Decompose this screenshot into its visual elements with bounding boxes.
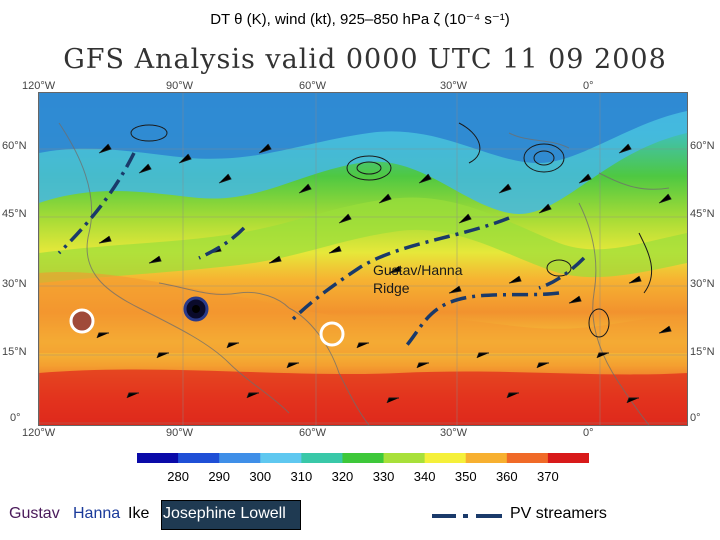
colorbar-tick-label: 280 — [167, 469, 189, 484]
pv-streamer-legend-symbol — [432, 514, 502, 518]
pv-streamer-ridge-east — [405, 291, 560, 347]
pv-streamer-ridge-west — [287, 216, 510, 325]
ike-eye — [192, 305, 200, 313]
equatorial-hot-band — [39, 369, 687, 425]
ridge-annotation-line2: Ridge — [373, 280, 410, 296]
colorbar: 280 290 300 310 320 330 340 350 360 370 — [137, 453, 590, 492]
map-title: GFS Analysis valid 0000 UTC 11 09 2008 — [63, 44, 667, 75]
colorbar-swatch — [342, 453, 385, 463]
colorbar-tick-label: 320 — [332, 469, 354, 484]
colorbar-swatch — [219, 453, 261, 463]
coastlines — [58, 122, 670, 425]
colorbar-swatch — [301, 453, 343, 463]
lon-label-top-120w: 120°W — [22, 80, 56, 92]
colorbar-tick-label: 340 — [414, 469, 436, 484]
wind-barbs — [96, 143, 672, 404]
graticule — [39, 93, 687, 425]
vorticity-contours — [130, 122, 653, 338]
lon-label-bottom-30w: 30°W — [440, 427, 468, 439]
colorbar-swatch — [465, 453, 508, 463]
gustav-marker — [69, 308, 95, 334]
legend-pv-streamers: PV streamers — [510, 505, 607, 522]
colorbar-tick-label: 310 — [291, 469, 313, 484]
lat-label-right-0: 0° — [690, 412, 701, 424]
colorbar-swatches — [137, 453, 590, 463]
lat-label-left-60n: 60°N — [2, 140, 27, 152]
lat-label-right-60n: 60°N — [690, 140, 715, 152]
ridge-annotation-line1: Gustav/Hanna — [373, 262, 463, 278]
legend-hanna: Hanna — [73, 505, 121, 522]
colorbar-swatch — [547, 453, 590, 463]
lat-label-left-30n: 30°N — [2, 278, 27, 290]
coldest-air-region — [39, 93, 687, 163]
lat-label-left-15n: 15°N — [2, 346, 27, 358]
map-panel: Gustav/Hanna Ridge — [38, 92, 688, 426]
colorbar-swatch — [260, 453, 302, 463]
lon-label-bottom-60w: 60°W — [299, 427, 327, 439]
legend-gustav: Gustav — [9, 505, 60, 522]
theta-field-map: Gustav/Hanna Ridge — [39, 93, 687, 425]
lon-label-top-60w: 60°W — [299, 80, 327, 92]
legend-josephine-lowell-box — [161, 500, 301, 530]
lon-label-top-90w: 90°W — [166, 80, 194, 92]
colorbar-swatch — [178, 453, 220, 463]
pv-streamer-west — [57, 152, 136, 255]
figure-caption: DT θ (K), wind (kt), 925–850 hPa ζ (10⁻⁴… — [210, 11, 510, 28]
lat-label-right-15n: 15°N — [690, 346, 715, 358]
colorbar-graphic: 280 290 300 310 320 330 340 350 360 370 — [137, 453, 590, 484]
colorbar-tick-label: 290 — [208, 469, 230, 484]
lat-label-right-30n: 30°N — [690, 278, 715, 290]
legend-josephine-lowell: Josephine Lowell — [163, 505, 286, 522]
lon-label-top-30w: 30°W — [440, 80, 468, 92]
pv-streamer-central — [198, 226, 246, 260]
colorbar-tick-label: 330 — [373, 469, 395, 484]
pv-streamer-east — [538, 256, 586, 290]
lon-label-bottom-120w: 120°W — [22, 427, 56, 439]
colorbar-swatch — [506, 453, 549, 463]
colorbar-tick-label: 360 — [496, 469, 518, 484]
pv-streamers — [57, 152, 586, 347]
warm-band — [39, 197, 687, 283]
colorbar-swatch — [424, 453, 467, 463]
colorbar-swatch — [137, 453, 179, 463]
colorbar-tick-label: 300 — [249, 469, 271, 484]
colorbar-tick-label: 370 — [537, 469, 559, 484]
colorbar-tick-labels: 280 290 300 310 320 330 340 350 360 370 — [167, 469, 559, 484]
lon-label-bottom-90w: 90°W — [166, 427, 194, 439]
josephine-marker — [319, 321, 345, 347]
colorbar-tick-label: 350 — [455, 469, 477, 484]
lat-label-left-45n: 45°N — [2, 208, 27, 220]
legend-ike: Ike — [128, 505, 150, 522]
lat-label-left-0: 0° — [10, 412, 21, 424]
lat-label-right-45n: 45°N — [690, 208, 715, 220]
lon-label-top-0: 0° — [583, 80, 594, 92]
colorbar-swatch — [383, 453, 426, 463]
lon-label-bottom-0: 0° — [583, 427, 594, 439]
